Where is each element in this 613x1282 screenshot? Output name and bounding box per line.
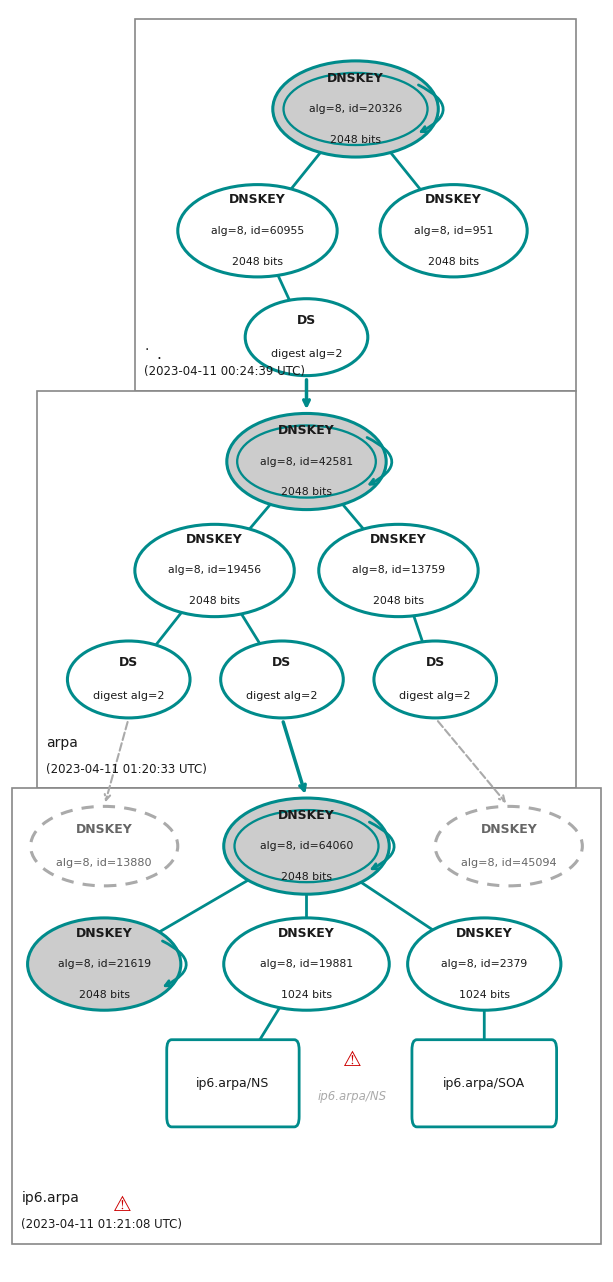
Text: DNSKEY: DNSKEY bbox=[481, 823, 537, 836]
Text: digest alg=2: digest alg=2 bbox=[246, 691, 318, 701]
Ellipse shape bbox=[319, 524, 478, 617]
Ellipse shape bbox=[224, 918, 389, 1010]
Text: 2048 bits: 2048 bits bbox=[232, 256, 283, 267]
Ellipse shape bbox=[31, 806, 178, 886]
FancyBboxPatch shape bbox=[412, 1040, 557, 1127]
Text: alg=8, id=13759: alg=8, id=13759 bbox=[352, 565, 445, 576]
Text: DNSKEY: DNSKEY bbox=[456, 927, 512, 940]
Text: 2048 bits: 2048 bits bbox=[373, 596, 424, 606]
Text: (2023-04-11 00:24:39 UTC): (2023-04-11 00:24:39 UTC) bbox=[144, 365, 305, 378]
Text: digest alg=2: digest alg=2 bbox=[93, 691, 164, 701]
Text: 1024 bits: 1024 bits bbox=[459, 990, 510, 1000]
Ellipse shape bbox=[135, 524, 294, 617]
Ellipse shape bbox=[178, 185, 337, 277]
Text: alg=8, id=64060: alg=8, id=64060 bbox=[260, 841, 353, 851]
Text: arpa: arpa bbox=[46, 736, 78, 750]
Text: alg=8, id=19456: alg=8, id=19456 bbox=[168, 565, 261, 576]
Ellipse shape bbox=[224, 797, 389, 895]
Text: 2048 bits: 2048 bits bbox=[330, 135, 381, 145]
Ellipse shape bbox=[227, 413, 386, 509]
Text: ip6.arpa/NS: ip6.arpa/NS bbox=[196, 1077, 270, 1090]
FancyBboxPatch shape bbox=[167, 1040, 299, 1127]
Text: DS: DS bbox=[272, 656, 292, 669]
Text: 2048 bits: 2048 bits bbox=[281, 487, 332, 497]
Text: DNSKEY: DNSKEY bbox=[76, 823, 132, 836]
Text: alg=8, id=20326: alg=8, id=20326 bbox=[309, 104, 402, 114]
Text: 2048 bits: 2048 bits bbox=[281, 872, 332, 882]
Text: DNSKEY: DNSKEY bbox=[278, 927, 335, 940]
Bar bbox=[12, 788, 601, 1244]
Text: ip6.arpa/NS: ip6.arpa/NS bbox=[318, 1090, 387, 1103]
Ellipse shape bbox=[235, 810, 378, 882]
Text: digest alg=2: digest alg=2 bbox=[400, 691, 471, 701]
Text: DS: DS bbox=[297, 314, 316, 327]
Text: 2048 bits: 2048 bits bbox=[189, 596, 240, 606]
Text: alg=8, id=2379: alg=8, id=2379 bbox=[441, 959, 527, 969]
Text: DNSKEY: DNSKEY bbox=[327, 72, 384, 85]
Text: DNSKEY: DNSKEY bbox=[76, 927, 132, 940]
Ellipse shape bbox=[221, 641, 343, 718]
Text: (2023-04-11 01:21:08 UTC): (2023-04-11 01:21:08 UTC) bbox=[21, 1218, 183, 1231]
Ellipse shape bbox=[408, 918, 561, 1010]
Ellipse shape bbox=[273, 60, 438, 158]
Text: DNSKEY: DNSKEY bbox=[186, 533, 243, 546]
Text: DS: DS bbox=[119, 656, 139, 669]
Text: DNSKEY: DNSKEY bbox=[278, 424, 335, 437]
Ellipse shape bbox=[374, 641, 497, 718]
Text: digest alg=2: digest alg=2 bbox=[271, 349, 342, 359]
Text: DNSKEY: DNSKEY bbox=[229, 194, 286, 206]
Text: DNSKEY: DNSKEY bbox=[370, 533, 427, 546]
Text: .: . bbox=[156, 346, 161, 362]
Ellipse shape bbox=[284, 73, 427, 145]
Text: ip6.arpa: ip6.arpa bbox=[21, 1191, 79, 1205]
Ellipse shape bbox=[28, 918, 181, 1010]
Text: DNSKEY: DNSKEY bbox=[425, 194, 482, 206]
Bar bbox=[135, 19, 576, 391]
Text: alg=8, id=19881: alg=8, id=19881 bbox=[260, 959, 353, 969]
Ellipse shape bbox=[245, 299, 368, 376]
Ellipse shape bbox=[380, 185, 527, 277]
Text: .: . bbox=[144, 338, 148, 353]
Ellipse shape bbox=[237, 426, 376, 497]
Text: 2048 bits: 2048 bits bbox=[428, 256, 479, 267]
Text: ⚠: ⚠ bbox=[113, 1195, 132, 1215]
Text: alg=8, id=21619: alg=8, id=21619 bbox=[58, 959, 151, 969]
Bar bbox=[37, 391, 576, 788]
Ellipse shape bbox=[67, 641, 190, 718]
Ellipse shape bbox=[435, 806, 582, 886]
Text: alg=8, id=60955: alg=8, id=60955 bbox=[211, 226, 304, 236]
Text: 1024 bits: 1024 bits bbox=[281, 990, 332, 1000]
Text: alg=8, id=13880: alg=8, id=13880 bbox=[56, 858, 152, 868]
Text: DNSKEY: DNSKEY bbox=[278, 809, 335, 822]
Text: DS: DS bbox=[425, 656, 445, 669]
Text: ⚠: ⚠ bbox=[343, 1050, 362, 1070]
Text: alg=8, id=42581: alg=8, id=42581 bbox=[260, 456, 353, 467]
Text: 2048 bits: 2048 bits bbox=[78, 990, 130, 1000]
Text: alg=8, id=45094: alg=8, id=45094 bbox=[461, 858, 557, 868]
Text: ip6.arpa/SOA: ip6.arpa/SOA bbox=[443, 1077, 525, 1090]
Text: (2023-04-11 01:20:33 UTC): (2023-04-11 01:20:33 UTC) bbox=[46, 763, 207, 776]
Text: alg=8, id=951: alg=8, id=951 bbox=[414, 226, 493, 236]
